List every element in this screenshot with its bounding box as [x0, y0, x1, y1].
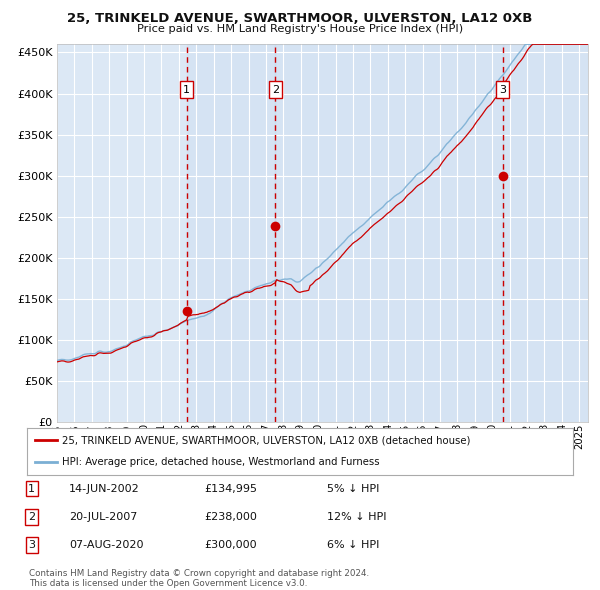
Text: Contains HM Land Registry data © Crown copyright and database right 2024.
This d: Contains HM Land Registry data © Crown c…: [29, 569, 369, 588]
Text: £300,000: £300,000: [204, 540, 257, 550]
Text: Price paid vs. HM Land Registry's House Price Index (HPI): Price paid vs. HM Land Registry's House …: [137, 24, 463, 34]
Text: 07-AUG-2020: 07-AUG-2020: [69, 540, 143, 550]
Text: 2: 2: [272, 84, 279, 94]
Text: 3: 3: [28, 540, 35, 550]
Text: 12% ↓ HPI: 12% ↓ HPI: [327, 512, 386, 522]
Text: 25, TRINKELD AVENUE, SWARTHMOOR, ULVERSTON, LA12 0XB (detached house): 25, TRINKELD AVENUE, SWARTHMOOR, ULVERST…: [62, 435, 471, 445]
Text: 1: 1: [28, 484, 35, 493]
Text: 6% ↓ HPI: 6% ↓ HPI: [327, 540, 379, 550]
Text: 20-JUL-2007: 20-JUL-2007: [69, 512, 137, 522]
Text: £238,000: £238,000: [204, 512, 257, 522]
Bar: [275, 44, 503, 422]
Text: 25, TRINKELD AVENUE, SWARTHMOOR, ULVERSTON, LA12 0XB: 25, TRINKELD AVENUE, SWARTHMOOR, ULVERST…: [67, 12, 533, 25]
Text: HPI: Average price, detached house, Westmorland and Furness: HPI: Average price, detached house, West…: [62, 457, 380, 467]
Text: 14-JUN-2002: 14-JUN-2002: [69, 484, 140, 493]
Text: 3: 3: [499, 84, 506, 94]
Text: 2: 2: [28, 512, 35, 522]
Bar: [187, 44, 275, 422]
Text: £134,995: £134,995: [204, 484, 257, 493]
Text: 5% ↓ HPI: 5% ↓ HPI: [327, 484, 379, 493]
Bar: [503, 44, 588, 422]
Text: 1: 1: [183, 84, 190, 94]
